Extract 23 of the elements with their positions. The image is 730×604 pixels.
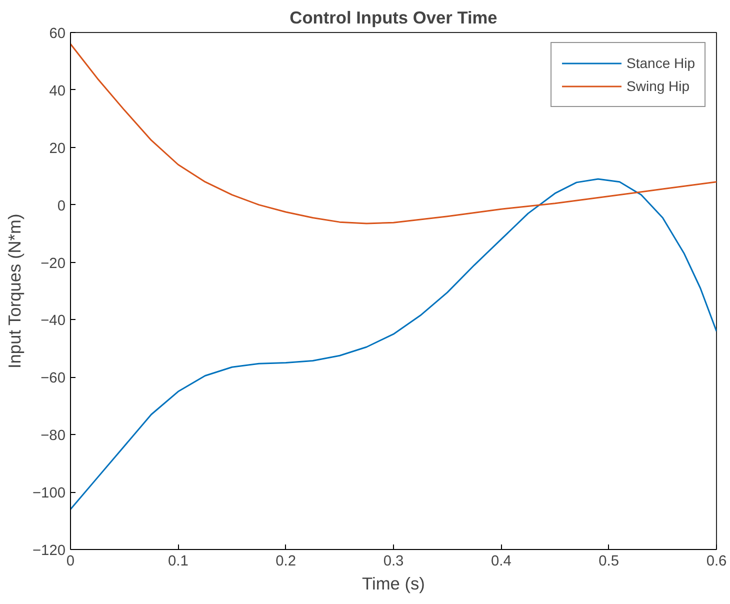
x-axis-title: Time (s) (362, 574, 425, 594)
x-tick-label: 0.3 (383, 554, 404, 570)
x-tick-label: 0.4 (490, 554, 512, 570)
y-tick-label: 20 (49, 140, 66, 157)
x-tick-label: 0.1 (168, 554, 188, 570)
legend-label: Swing Hip (626, 78, 690, 94)
y-tick-label: −40 (40, 313, 66, 330)
y-tick-label: −20 (40, 256, 66, 272)
x-tick-label: 0.2 (276, 554, 296, 570)
y-tick-label: −60 (40, 370, 66, 387)
y-tick-label: 0 (57, 198, 66, 214)
y-tick-label: 40 (49, 83, 66, 100)
line-series (70, 43, 716, 224)
legend-label: Stance Hip (626, 55, 695, 71)
y-axis-title: Input Torques (N*m) (4, 214, 24, 369)
y-tick-label: −120 (32, 543, 66, 559)
x-tick-label: 0.6 (706, 554, 727, 570)
line-series (70, 178, 716, 510)
y-tick-label: 60 (49, 26, 66, 42)
x-tick-label: 0.5 (598, 554, 620, 570)
y-tick-label: −80 (40, 428, 66, 444)
chart-title: Control Inputs Over Time (290, 8, 498, 28)
y-tick-label: −100 (32, 486, 66, 502)
